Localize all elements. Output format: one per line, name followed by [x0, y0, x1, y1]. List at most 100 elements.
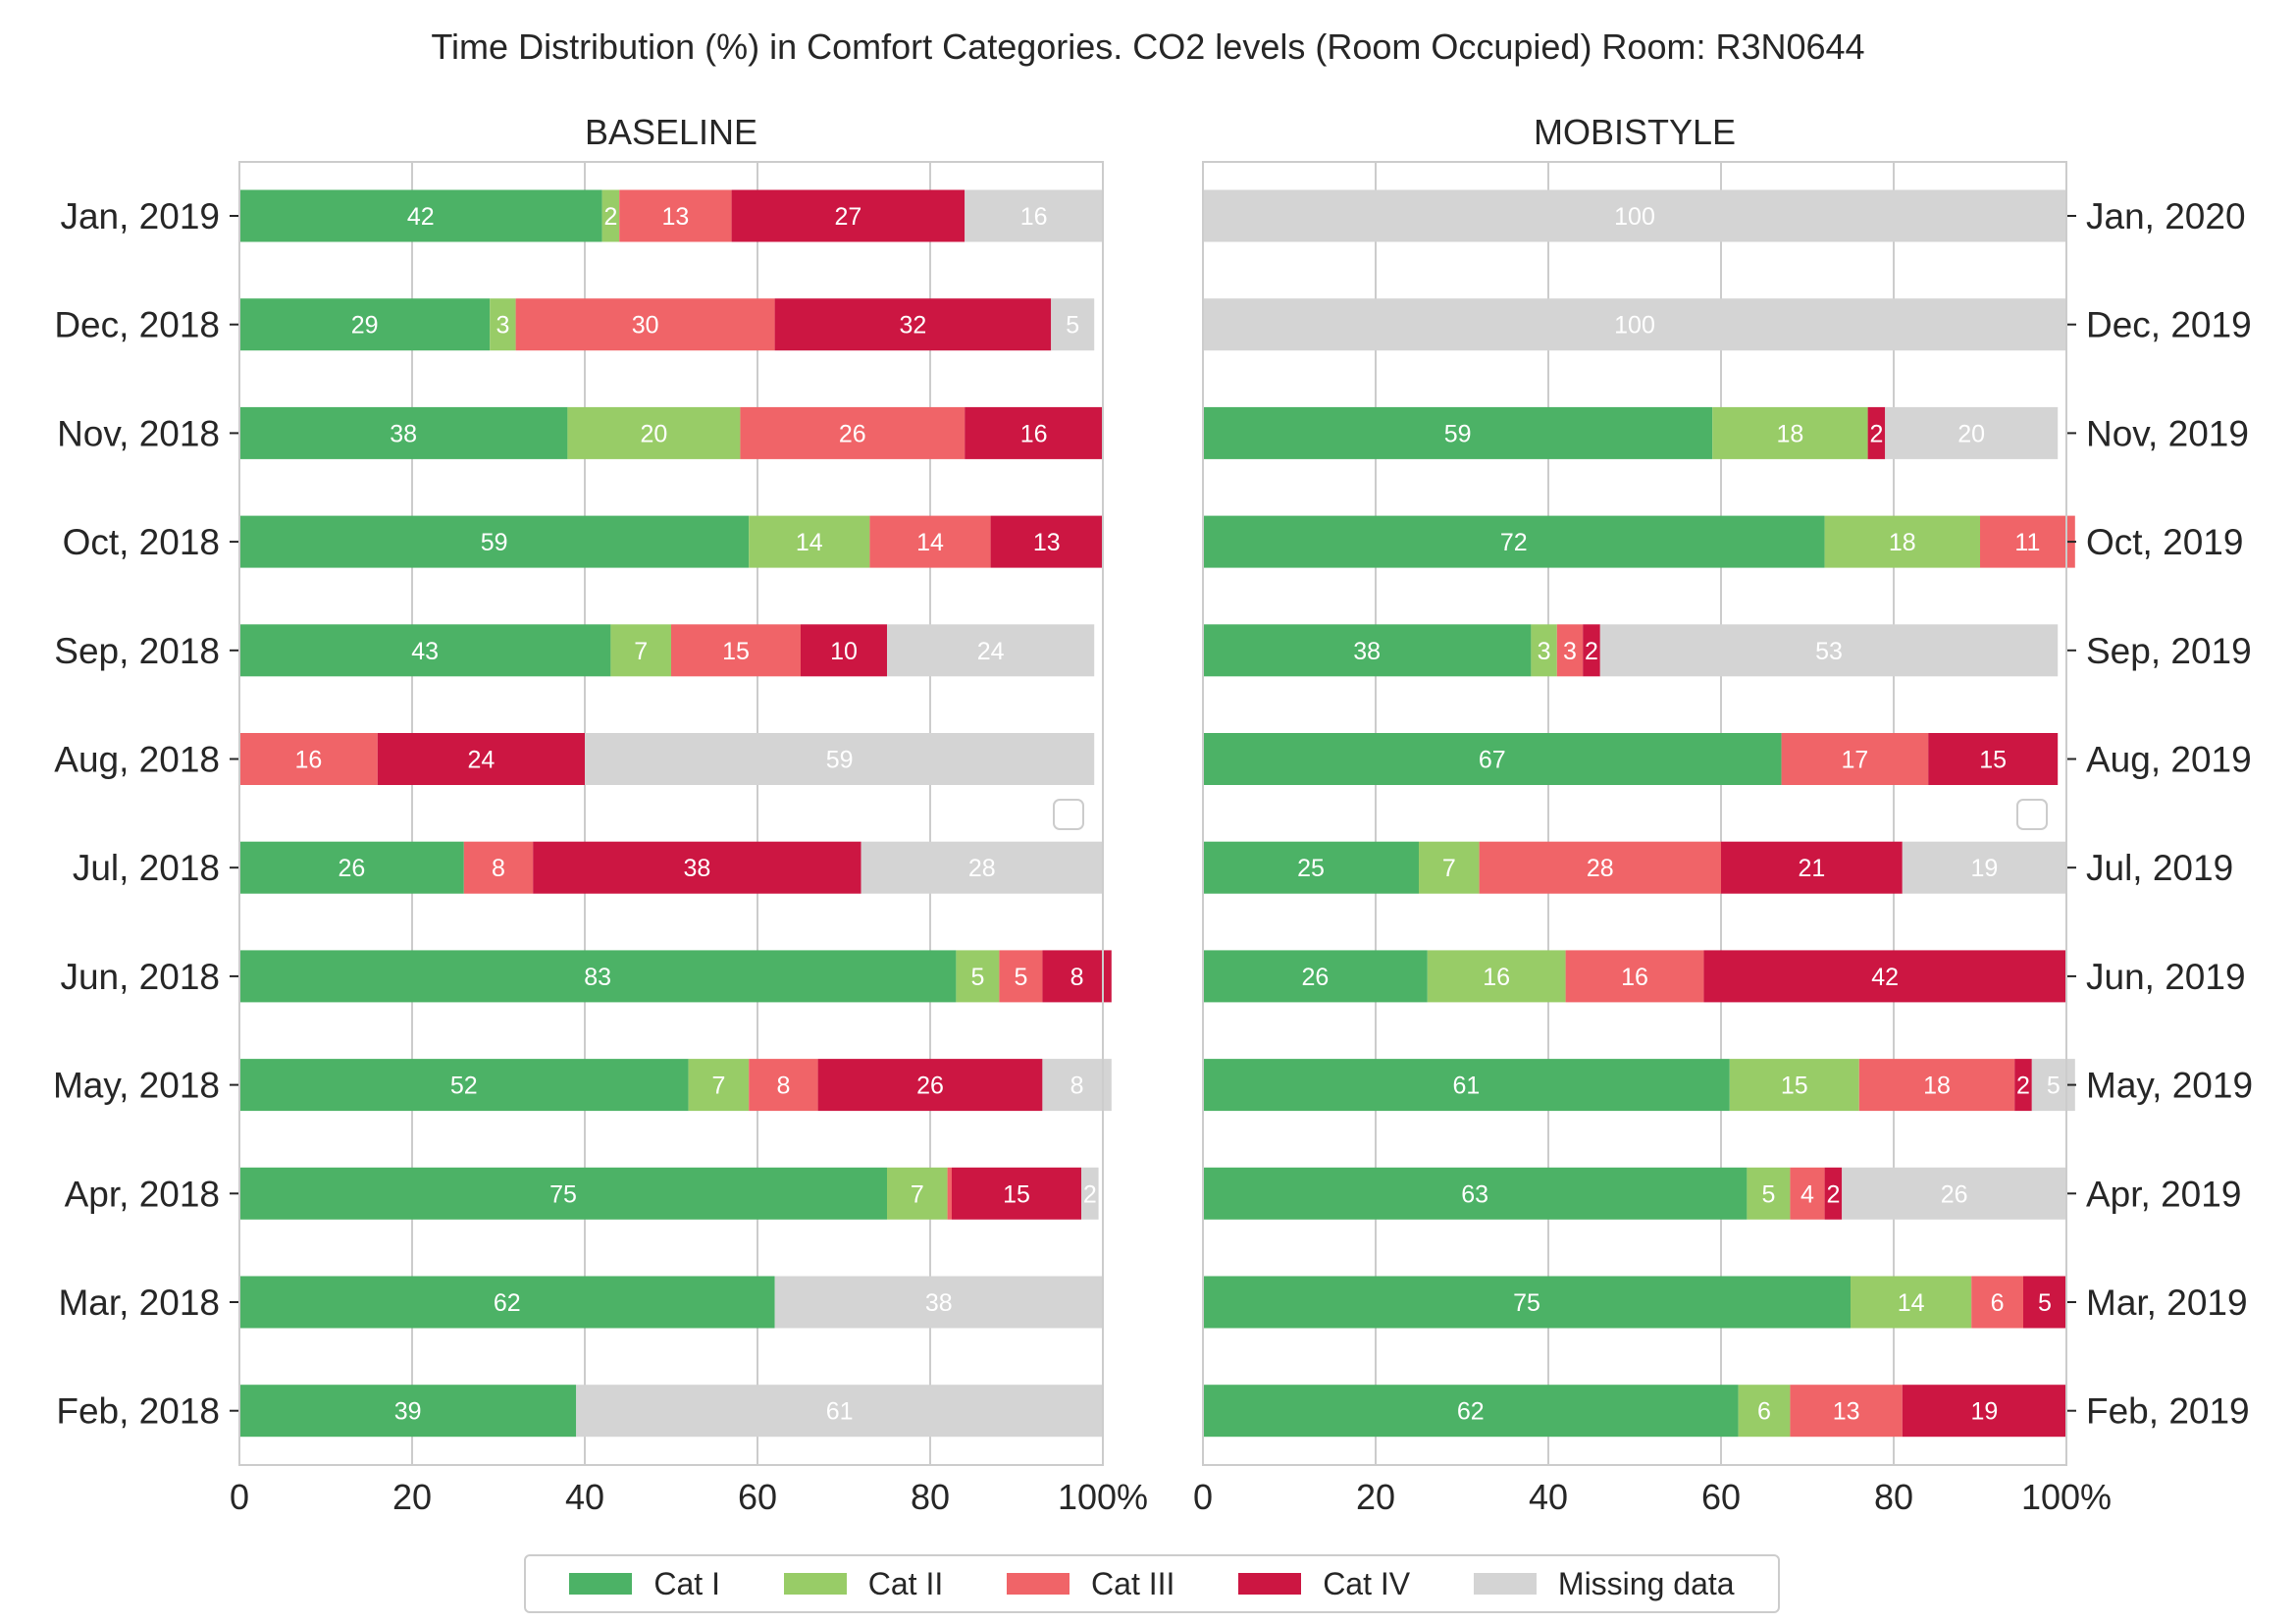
baseline-data-label: 8: [1070, 1073, 1084, 1100]
baseline-data-label: 30: [632, 312, 659, 340]
baseline-data-label: 38: [683, 855, 710, 882]
baseline-data-label: 15: [722, 638, 750, 665]
baseline-data-label: 16: [1020, 420, 1048, 447]
legend-label: Cat III: [1091, 1565, 1175, 1601]
baseline-category-label: Aug, 2018: [54, 740, 220, 780]
mobistyle-bar-cat-iii: [1858, 1059, 2015, 1112]
baseline-data-label: 13: [661, 203, 689, 231]
baseline-bar-cat-ii: [567, 406, 741, 459]
baseline-bar-cat-ii: [688, 1059, 750, 1112]
baseline-data-label: 26: [338, 855, 365, 882]
baseline-data-label: 39: [394, 1398, 422, 1426]
mobistyle-bar-cat-iv: [2014, 1059, 2032, 1112]
mobistyle-bar-cat-iv: [1703, 950, 2066, 1003]
baseline-data-label: 7: [634, 638, 648, 665]
mobistyle-bar-missing-data: [1842, 1167, 2066, 1220]
baseline-data-label: 38: [390, 420, 417, 447]
baseline-xtick-label: 100%: [1058, 1477, 1148, 1517]
mobistyle-category-label: Mar, 2019: [2086, 1283, 2248, 1323]
baseline-data-label: 24: [977, 638, 1005, 665]
mobistyle-bar-cat-iv: [1824, 1167, 1843, 1220]
baseline-bar-missing-data: [774, 1276, 1103, 1329]
baseline-data-label: 14: [796, 529, 823, 556]
baseline-category-label: May, 2018: [53, 1066, 220, 1106]
baseline-empty-legend-box: [1053, 799, 1084, 830]
mobistyle-bar-cat-iii: [1556, 624, 1584, 677]
baseline-bar-cat-i: [239, 515, 750, 568]
baseline-bar-cat-i: [239, 841, 464, 894]
baseline-data-label: 2: [1083, 1180, 1097, 1208]
baseline-bar-cat-iv: [1042, 950, 1112, 1003]
mobistyle-xtick-label: 0: [1193, 1477, 1213, 1517]
baseline-bar-cat-iv: [533, 841, 861, 894]
baseline-data-label: 52: [450, 1073, 478, 1100]
mobistyle-category-label: Jun, 2019: [2086, 957, 2246, 997]
baseline-bar-cat-iii: [463, 841, 534, 894]
baseline-bar-missing-data: [965, 189, 1103, 242]
mobistyle-data-label: 100: [1614, 312, 1655, 340]
mobistyle-bar-cat-iv: [1721, 841, 1903, 894]
mobistyle-data-label: 62: [1457, 1398, 1485, 1426]
mobistyle-bar-missing-data: [1902, 841, 2066, 894]
mobistyle-category-label: Oct, 2019: [2086, 522, 2243, 562]
mobistyle-bar-cat-i: [1203, 515, 1825, 568]
baseline-bar-cat-iv: [817, 1059, 1043, 1112]
baseline-bar-cat-iii: [619, 189, 732, 242]
legend-swatch: [569, 1573, 633, 1595]
mobistyle-data-label: 26: [1941, 1180, 1968, 1208]
baseline-data-label: 8: [776, 1073, 790, 1100]
baseline-data-label: 59: [826, 747, 854, 774]
baseline-data-label: 59: [481, 529, 508, 556]
mobistyle-category-label: Sep, 2019: [2086, 631, 2252, 671]
baseline-data-label: 24: [467, 747, 495, 774]
mobistyle-category-label: Nov, 2019: [2086, 413, 2249, 453]
mobistyle-data-label: 5: [2038, 1289, 2052, 1317]
legend-swatch: [1238, 1573, 1302, 1595]
mobistyle-bar-cat-ii: [1427, 950, 1566, 1003]
mobistyle-bar-cat-iii: [1971, 1276, 2023, 1329]
mobistyle-xtick-label: 80: [1874, 1477, 1913, 1517]
baseline-bar-missing-data: [585, 733, 1095, 785]
baseline-bar-missing-data: [1051, 298, 1095, 351]
baseline-data-label: 61: [826, 1398, 854, 1426]
mobistyle-data-label: 19: [1970, 855, 1998, 882]
baseline-data-label: 28: [968, 855, 996, 882]
mobistyle-bar-cat-i: [1203, 841, 1419, 894]
baseline-xtick-label: 0: [230, 1477, 249, 1517]
mobistyle-xtick-label: 100%: [2021, 1477, 2112, 1517]
legend-item: Cat II: [783, 1566, 943, 1602]
mobistyle-category-label: May, 2019: [2086, 1066, 2253, 1106]
baseline-bar-cat-iv: [377, 733, 585, 785]
baseline-bar-cat-iii: [947, 1167, 952, 1220]
baseline-bar-cat-iii: [999, 950, 1043, 1003]
baseline-data-label: 26: [839, 420, 866, 447]
mobistyle-data-label: 72: [1500, 529, 1528, 556]
mobistyle-bar-cat-iii: [1790, 1385, 1903, 1438]
mobistyle-data-label: 21: [1798, 855, 1825, 882]
mobistyle-bar-cat-ii: [1531, 624, 1557, 677]
baseline-category-label: Oct, 2018: [63, 522, 220, 562]
baseline-data-label: 38: [925, 1289, 953, 1317]
baseline-bar-cat-i: [239, 406, 568, 459]
mobistyle-bar-cat-iii: [1980, 515, 2075, 568]
baseline-bar-cat-iv: [731, 189, 965, 242]
mobistyle-category-label: Dec, 2019: [2086, 305, 2252, 345]
mobistyle-bar-cat-ii: [1747, 1167, 1791, 1220]
legend-label: Cat IV: [1323, 1565, 1411, 1601]
baseline-bar-cat-iv: [774, 298, 1052, 351]
mobistyle-empty-legend-box: [2016, 799, 2048, 830]
baseline-data-label: 10: [830, 638, 858, 665]
mobistyle-data-label: 28: [1587, 855, 1614, 882]
mobistyle-data-label: 3: [1538, 638, 1551, 665]
legend-swatch: [1473, 1573, 1537, 1595]
baseline-category-label: Jul, 2018: [73, 848, 220, 888]
baseline-bar-cat-i: [239, 1385, 577, 1438]
mobistyle-data-label: 42: [1871, 964, 1899, 991]
mobistyle-data-label: 38: [1353, 638, 1381, 665]
baseline-data-label: 29: [351, 312, 379, 340]
mobistyle-data-label: 53: [1815, 638, 1843, 665]
mobistyle-bar-cat-iv: [1902, 1385, 2066, 1438]
baseline-bar-cat-iv: [952, 1167, 1081, 1220]
